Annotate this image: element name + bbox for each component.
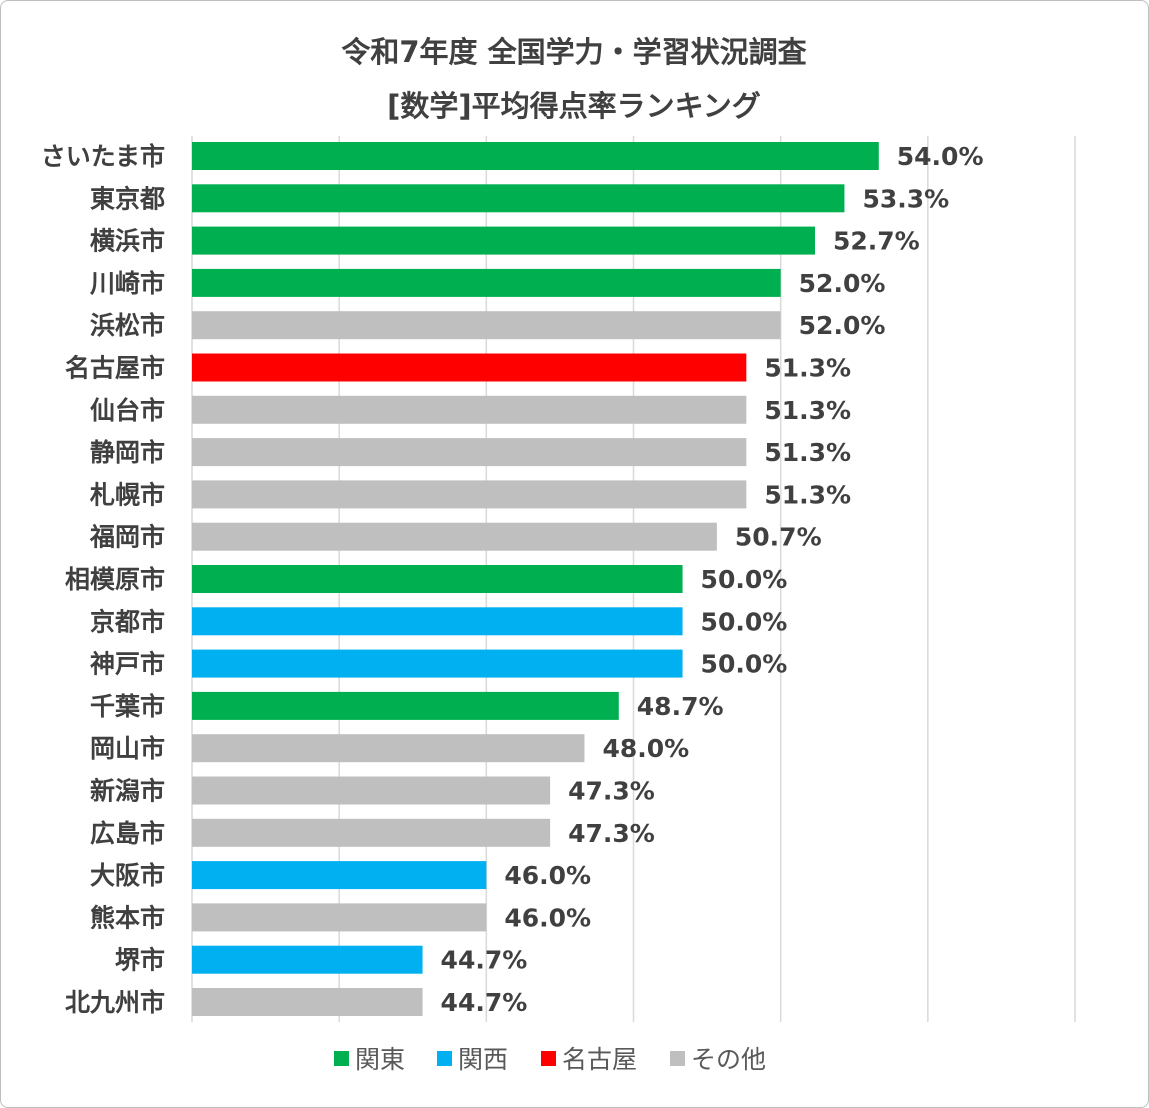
bar bbox=[192, 522, 717, 551]
category-label: 神戸市 bbox=[90, 650, 165, 679]
legend: 関東 関西 名古屋 その他 bbox=[334, 1045, 766, 1074]
category-label: 川崎市 bbox=[90, 269, 165, 298]
legend-label: その他 bbox=[691, 1045, 766, 1074]
value-label: 51.3% bbox=[764, 354, 851, 383]
bar bbox=[192, 353, 747, 382]
category-label: 東京都 bbox=[90, 184, 165, 213]
bar bbox=[192, 142, 879, 170]
value-label: 46.0% bbox=[504, 861, 591, 890]
legend-label: 関西 bbox=[458, 1045, 508, 1074]
category-label: 千葉市 bbox=[90, 692, 165, 721]
value-label: 46.0% bbox=[504, 903, 591, 932]
legend-label: 名古屋 bbox=[562, 1045, 637, 1074]
category-label: 福岡市 bbox=[89, 523, 165, 552]
category-label: 新潟市 bbox=[90, 777, 165, 806]
value-label: 52.0% bbox=[799, 269, 886, 298]
category-label: 仙台市 bbox=[90, 396, 165, 425]
value-label: 47.3% bbox=[568, 819, 655, 848]
bar bbox=[192, 691, 619, 720]
category-label: 横浜市 bbox=[90, 227, 165, 256]
value-label: 44.7% bbox=[441, 988, 528, 1017]
value-label: 47.3% bbox=[568, 777, 655, 806]
category-label: 岡山市 bbox=[90, 734, 165, 763]
legend-swatch bbox=[334, 1051, 349, 1066]
value-label: 50.0% bbox=[701, 650, 788, 679]
category-label: 相模原市 bbox=[65, 565, 165, 594]
category-label: 広島市 bbox=[90, 819, 165, 848]
value-labels: 54.0% 53.3% 52.7% 52.0% 52.0% 51.3% 51.3% 51.3%… bbox=[441, 142, 984, 1017]
bar bbox=[192, 988, 423, 1016]
category-label: 大阪市 bbox=[90, 861, 165, 890]
value-label: 51.3% bbox=[764, 396, 851, 425]
bar bbox=[192, 818, 551, 847]
category-label: 浜松市 bbox=[90, 311, 165, 340]
value-label: 50.0% bbox=[701, 607, 788, 636]
bar bbox=[192, 226, 816, 255]
bar bbox=[192, 480, 747, 509]
category-label: 北九州市 bbox=[65, 988, 165, 1017]
bar bbox=[192, 903, 487, 932]
bar bbox=[192, 607, 683, 636]
bar bbox=[192, 945, 423, 974]
category-label: 堺市 bbox=[115, 946, 165, 975]
bar bbox=[192, 311, 781, 340]
legend-swatch bbox=[541, 1051, 556, 1066]
chart-title-line-2: [数学]平均得点率ランキング bbox=[387, 89, 761, 123]
bar bbox=[192, 649, 683, 678]
bar bbox=[192, 734, 585, 763]
value-label: 51.3% bbox=[764, 480, 851, 509]
legend-swatch bbox=[437, 1051, 452, 1066]
value-label: 54.0% bbox=[897, 142, 984, 171]
category-label: 静岡市 bbox=[90, 438, 165, 467]
chart-title: 令和7年度 全国学力・学習状況調査 [数学]平均得点率ランキング bbox=[341, 35, 806, 123]
value-label: 48.0% bbox=[602, 734, 689, 763]
bar bbox=[192, 776, 551, 805]
category-labels: さいたま市東京都横浜市川崎市浜松市名古屋市仙台市静岡市札幌市福岡市相模原市京都市… bbox=[41, 142, 165, 1017]
bar bbox=[192, 861, 487, 890]
bar bbox=[192, 395, 747, 424]
value-label: 52.0% bbox=[799, 311, 886, 340]
value-label: 44.7% bbox=[441, 946, 528, 975]
bar bbox=[192, 184, 845, 213]
category-label: 札幌市 bbox=[89, 480, 165, 509]
bars bbox=[192, 142, 879, 1016]
category-label: 熊本市 bbox=[90, 903, 165, 932]
legend-label: 関東 bbox=[355, 1045, 405, 1074]
chart-title-line-1: 令和7年度 全国学力・学習状況調査 bbox=[341, 35, 806, 69]
value-label: 51.3% bbox=[764, 438, 851, 467]
bar bbox=[192, 268, 781, 297]
legend-swatch bbox=[670, 1051, 685, 1066]
value-label: 50.7% bbox=[735, 523, 822, 552]
category-label: 名古屋市 bbox=[65, 354, 165, 383]
value-label: 48.7% bbox=[637, 692, 724, 721]
category-label: さいたま市 bbox=[41, 142, 165, 171]
bar bbox=[192, 438, 747, 467]
bar bbox=[192, 565, 683, 593]
value-label: 50.0% bbox=[701, 565, 788, 594]
value-label: 53.3% bbox=[862, 184, 949, 213]
value-label: 52.7% bbox=[833, 227, 920, 256]
category-label: 京都市 bbox=[90, 607, 165, 636]
